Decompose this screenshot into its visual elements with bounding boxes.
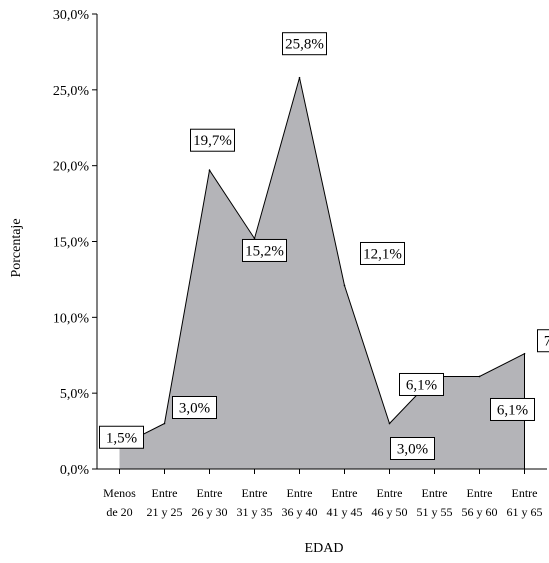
data-label: 7,6% [544,334,549,350]
data-point [164,423,166,425]
data-label: 3,0% [397,442,428,458]
x-tick-label: 56 y 60 [462,505,498,519]
x-tick-label: Entre [377,486,403,500]
x-tick-label: 21 y 25 [147,505,183,519]
data-label: 6,1% [406,377,437,393]
x-tick-label: 36 y 40 [282,505,318,519]
data-label: 12,1% [363,246,402,262]
y-tick-label: 25,0% [53,84,90,99]
x-tick-label: 41 y 45 [327,505,363,519]
data-label: 3,0% [179,401,210,417]
y-tick-label: 0,0% [60,463,90,478]
y-tick-label: 30,0% [53,8,90,23]
x-axis-title: EDAD [305,541,344,556]
x-tick-label: de 20 [106,505,132,519]
x-tick-label: Entre [467,486,493,500]
x-tick-label: 31 y 35 [237,505,273,519]
data-point [524,353,526,355]
x-tick-label: 61 y 65 [507,505,543,519]
x-tick-label: Entre [512,486,538,500]
y-tick-label: 15,0% [53,236,90,251]
data-point [299,77,301,79]
data-label: 19,7% [193,133,232,149]
x-tick-label: Entre [242,486,268,500]
x-tick-label: 46 y 50 [372,505,408,519]
y-axis-title: Porcentaje [9,218,24,277]
y-tick-label: 5,0% [60,387,90,402]
x-tick-label: Entre [287,486,313,500]
data-label: 1,5% [106,430,137,446]
data-label: 6,1% [497,402,528,418]
data-point [389,423,391,425]
x-tick-label: Entre [197,486,223,500]
data-point [479,376,481,378]
x-tick-label: Menos [103,486,136,500]
x-tick-label: Entre [422,486,448,500]
x-tick-label: Entre [152,486,178,500]
y-tick-label: 10,0% [53,311,90,326]
x-tick-label: 26 y 30 [192,505,228,519]
y-tick-label: 20,0% [53,160,90,175]
data-point [344,285,346,287]
x-tick-label: 51 y 55 [417,505,453,519]
x-tick-label: Entre [332,486,358,500]
data-label: 25,8% [285,37,324,53]
data-label: 15,2% [245,243,284,259]
data-point [209,169,211,171]
